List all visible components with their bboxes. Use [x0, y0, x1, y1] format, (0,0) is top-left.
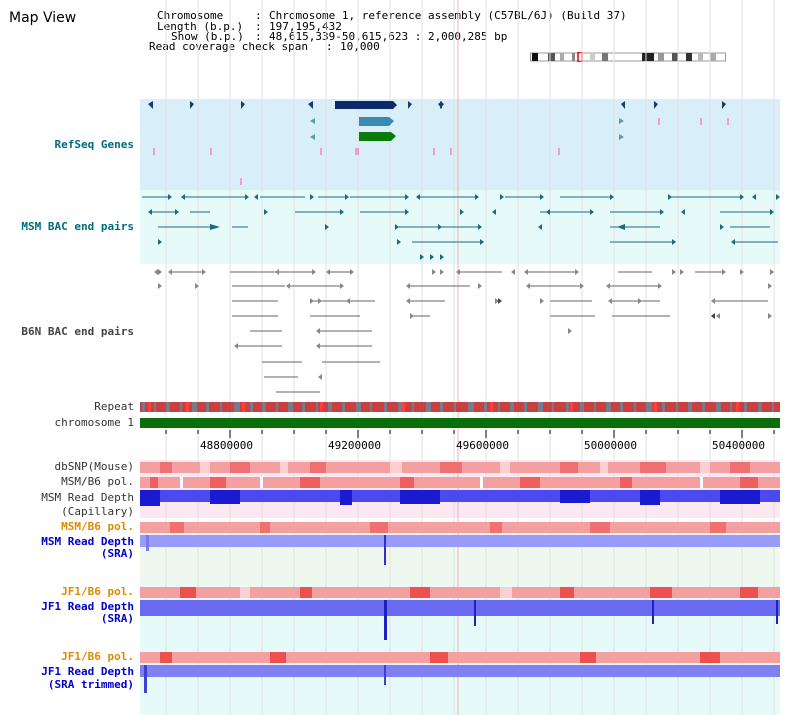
page-title: Map View: [9, 10, 77, 26]
track-label-msm-read-depth-sra-sub: (SRA): [100, 547, 134, 560]
track-label-jf1-read-depth-trim-sub: (SRA trimmed): [47, 678, 134, 691]
track-label-repeat[interactable]: Repeat: [94, 400, 134, 413]
coverage-label: Read coverage check span: [149, 40, 308, 53]
track-label-jf1-b6-pol[interactable]: JF1/B6 pol.: [61, 585, 134, 598]
length-label: Length (b.p.): [157, 20, 244, 33]
track-label-msm-read-depth-cap[interactable]: MSM Read Depth: [41, 491, 134, 504]
track-label-jf1-b6-pol-2[interactable]: JF1/B6 pol.: [61, 650, 134, 663]
show-label: Show (b.p.): [171, 30, 244, 43]
position-axis: [165, 430, 775, 438]
chromosome-label: Chromosome: [157, 9, 224, 22]
axis-tick-label: 48800000: [200, 439, 253, 452]
axis-tick-label: 49600000: [456, 439, 509, 452]
track-label-msm-b6-pol[interactable]: MSM/B6 pol.: [61, 475, 134, 488]
msm-b6-pol-2-track[interactable]: [140, 522, 780, 533]
track-label-msm-b6-pol-2[interactable]: MSM/B6 pol.: [61, 520, 134, 533]
jf1-b6-pol-track[interactable]: [140, 587, 780, 598]
msm-bac-track[interactable]: [140, 190, 780, 264]
msm-read-depth-capillary-track[interactable]: [140, 490, 780, 507]
axis-tick-label: 49200000: [328, 439, 381, 452]
jf1-read-depth-sra-track[interactable]: [140, 600, 780, 642]
msm-b6-pol-track[interactable]: [140, 477, 780, 488]
track-label-dbsnp[interactable]: dbSNP(Mouse): [54, 460, 134, 473]
track-label-refseq[interactable]: RefSeq Genes: [54, 138, 134, 151]
b6n-bac-track[interactable]: [140, 264, 780, 400]
track-label-jf1-read-depth-sra[interactable]: JF1 Read Depth: [41, 600, 134, 613]
jf1-read-depth-trimmed-track[interactable]: [140, 665, 780, 695]
refseq-band: [140, 99, 780, 190]
track-label-msm-read-depth-sra[interactable]: MSM Read Depth: [41, 535, 134, 548]
coverage-value: 10,000: [340, 40, 380, 53]
track-label-jf1-read-depth-sra-sub: (SRA): [100, 612, 134, 625]
dbsnp-track[interactable]: [140, 462, 780, 473]
refseq-genes-track[interactable]: [140, 99, 780, 190]
track-label-msm-bac[interactable]: MSM BAC end pairs: [21, 220, 134, 233]
colon: :: [255, 30, 262, 43]
colon: :: [255, 20, 262, 33]
colon: :: [326, 40, 333, 53]
axis-tick-label: 50400000: [712, 439, 765, 452]
axis-tick-label: 50000000: [584, 439, 637, 452]
track-label-chromosome[interactable]: chromosome 1: [54, 416, 134, 429]
jf1-b6-pol-2-track[interactable]: [140, 652, 780, 663]
track-label-b6n-bac[interactable]: B6N BAC end pairs: [21, 325, 134, 338]
track-label-msm-read-depth-cap-sub: (Capillary): [61, 505, 134, 518]
msm-read-depth-sra-track[interactable]: [140, 535, 780, 565]
chromosome-bar[interactable]: [140, 418, 780, 428]
track-label-jf1-read-depth-trim[interactable]: JF1 Read Depth: [41, 665, 134, 678]
chromosome-ideogram[interactable]: [530, 52, 726, 62]
colon: :: [255, 9, 262, 22]
repeat-track[interactable]: [140, 402, 780, 412]
length-value: 197,195,432: [269, 20, 342, 33]
